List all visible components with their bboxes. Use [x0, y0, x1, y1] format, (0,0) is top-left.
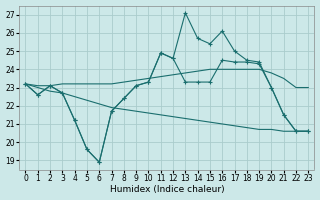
- X-axis label: Humidex (Indice chaleur): Humidex (Indice chaleur): [109, 185, 224, 194]
